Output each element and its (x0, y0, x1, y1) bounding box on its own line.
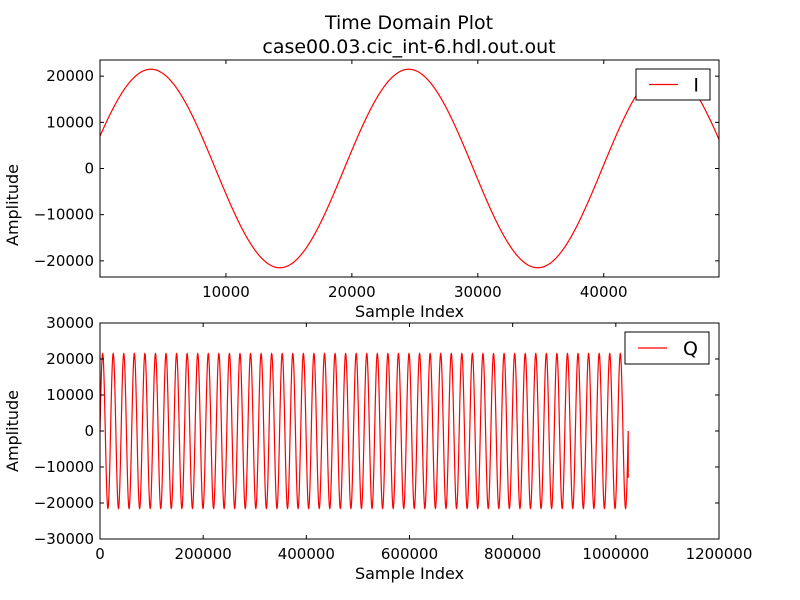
y-axis-label: Amplitude (3, 164, 22, 246)
legend: I (635, 68, 711, 101)
subplot-1: 10000 20000 30000 40000 20000 10000 0 −10000 −20… (3, 59, 720, 321)
y-tick-label: 10000 (46, 386, 94, 404)
legend-label: Q (683, 338, 698, 360)
y-tick-label: −30000 (34, 530, 94, 548)
series-line-I (100, 68, 719, 269)
chart-title-line2: case00.03.cic_int-6.hdl.out.out (262, 36, 555, 58)
y-tick-label: 30000 (46, 314, 94, 332)
x-axis-label: Sample Index (355, 302, 464, 321)
subplot-2: 0 200000 400000 600000 800000 1000000 12000003… (3, 314, 752, 583)
y-tick-label: 20000 (46, 67, 94, 85)
x-tick-label: 1000000 (582, 545, 649, 563)
x-tick-label: 200000 (175, 545, 232, 563)
legend-label: I (693, 75, 699, 97)
chart-title-line1: Time Domain Plot (324, 12, 493, 34)
x-tick-label: 30000 (454, 283, 502, 301)
x-tick-label: 400000 (278, 545, 335, 563)
x-tick-label: 600000 (381, 545, 438, 563)
series-line-Q (100, 352, 629, 510)
x-tick-label: 20000 (328, 283, 376, 301)
y-tick-label: 0 (84, 160, 94, 178)
x-tick-label: 1200000 (686, 545, 753, 563)
x-tick-label: 10000 (202, 283, 250, 301)
x-tick-label: 800000 (484, 545, 541, 563)
y-tick-label: 20000 (46, 350, 94, 368)
x-tick-label: 40000 (580, 283, 628, 301)
legend: Q (624, 331, 710, 365)
x-axis-label: Sample Index (355, 564, 464, 583)
axes-frame (99, 59, 720, 278)
y-tick-label: 10000 (46, 113, 94, 131)
y-tick-label: −10000 (34, 206, 94, 224)
y-tick-label: −20000 (34, 494, 94, 512)
y-tick-label: −10000 (34, 458, 94, 476)
x-tick-label: 0 (95, 545, 105, 563)
y-tick-label: 0 (84, 422, 94, 440)
y-tick-label: −20000 (34, 252, 94, 270)
y-axis-label: Amplitude (3, 390, 22, 472)
